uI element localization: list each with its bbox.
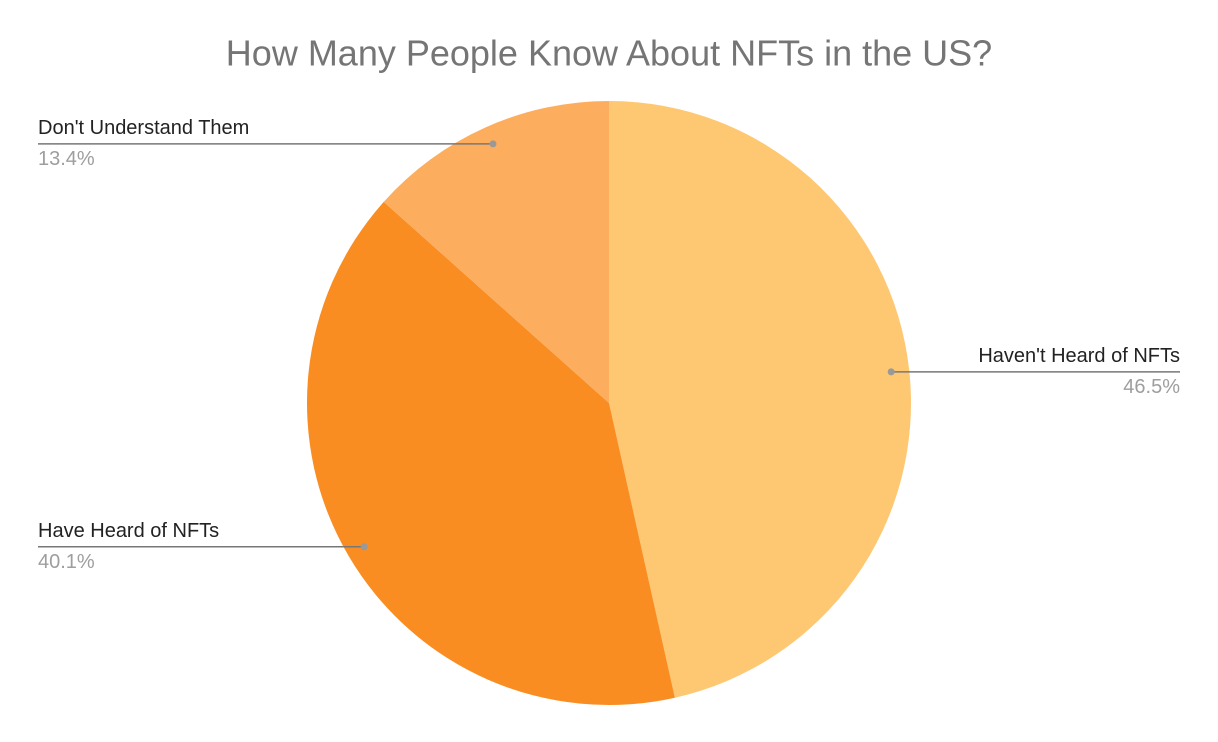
slice-value: 46.5% bbox=[1123, 376, 1180, 398]
callout-dot bbox=[489, 140, 497, 148]
pie-slice bbox=[383, 101, 609, 403]
slice-value: 13.4% bbox=[38, 148, 95, 170]
slice-label: Have Heard of NFTs bbox=[38, 520, 219, 542]
pie-slice bbox=[609, 101, 911, 698]
pie-slice bbox=[307, 201, 675, 705]
slice-label: Don't Understand Them bbox=[38, 117, 249, 139]
slice-value: 40.1% bbox=[38, 551, 95, 573]
callout-dot bbox=[887, 368, 895, 376]
chart-title: How Many People Know About NFTs in the U… bbox=[226, 33, 992, 74]
slice-label: Haven't Heard of NFTs bbox=[978, 345, 1180, 367]
callout-dot bbox=[360, 543, 368, 551]
